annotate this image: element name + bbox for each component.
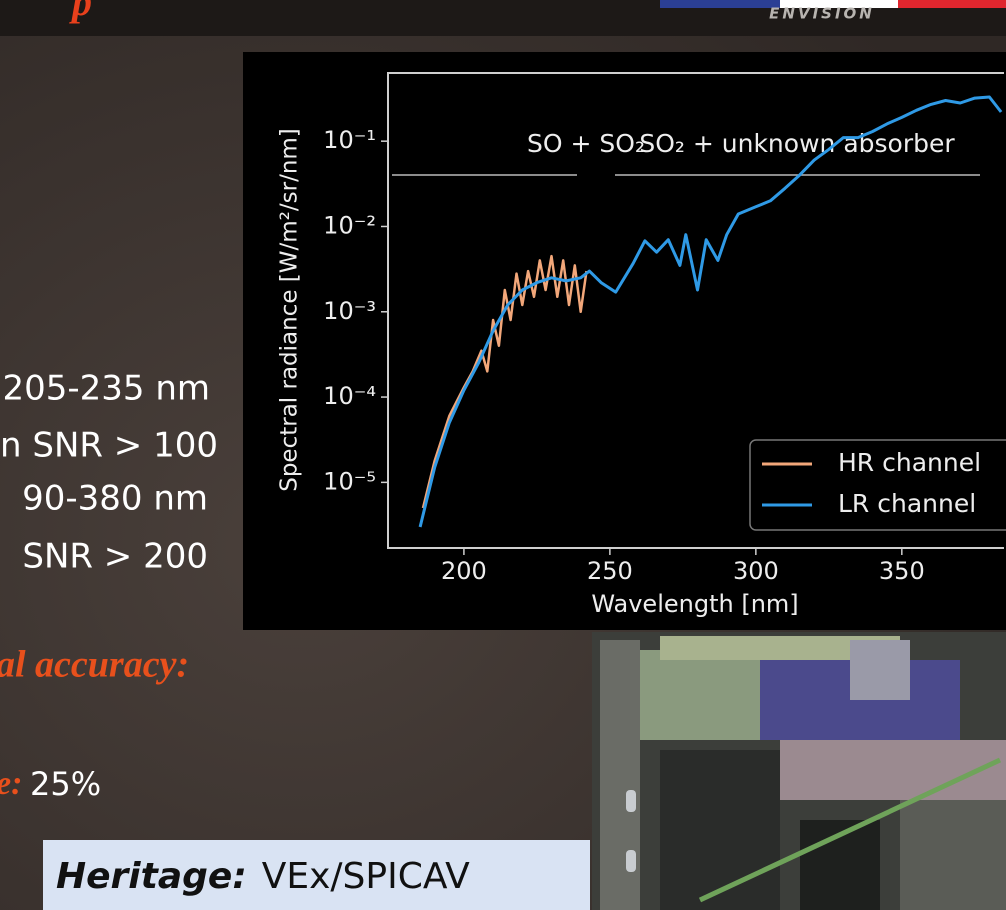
x-tick-label: 250 (587, 557, 633, 585)
y-tick-label: 10⁻³ (323, 297, 376, 325)
x-tick-label: 200 (441, 557, 487, 585)
logo: ENVISION (769, 5, 875, 23)
slide: p ENVISION 205-235 nm n SNR > 100 90-380… (0, 0, 1006, 910)
y-axis-label: Spectral radiance [W/m²/sr/nm] (277, 128, 303, 492)
x-tick-label: 300 (733, 557, 779, 585)
spec-text: SNR > 200 (22, 537, 208, 577)
flag-blue (660, 0, 780, 8)
spec-text: 90-380 nm (22, 479, 208, 519)
heritage-label: Heritage: (56, 856, 247, 897)
annotation: SO₂ + unknown absorber (639, 129, 955, 158)
spec-text: 205-235 nm (2, 369, 210, 409)
svg-text:Heritage: VEx/SPICAV: Heritage: VEx/SPICAV (56, 854, 470, 897)
annotation: SO + SO₂ (527, 129, 645, 158)
heritage-value: VEx/SPICAV (262, 856, 470, 897)
legend-label: HR channel (838, 448, 981, 477)
ratio-label: e: (0, 765, 22, 802)
header-fragment: p (69, 0, 92, 24)
legend-label: LR channel (838, 489, 976, 518)
y-tick-label: 10⁻⁴ (323, 382, 376, 410)
instrument-render (592, 632, 1006, 910)
y-tick-label: 10⁻⁵ (323, 467, 376, 495)
y-tick-label: 10⁻² (323, 211, 376, 239)
spec-text: n SNR > 100 (0, 426, 218, 466)
accuracy-label: al accuracy: (0, 644, 189, 686)
y-tick-label: 10⁻¹ (323, 126, 376, 154)
ratio-value: 25% (30, 765, 101, 803)
page: {"slide": {"header_fragment": "p", "logo… (0, 0, 1006, 910)
flag-red (898, 0, 1006, 8)
x-tick-label: 350 (879, 557, 925, 585)
x-axis-label: Wavelength [nm] (591, 590, 798, 618)
